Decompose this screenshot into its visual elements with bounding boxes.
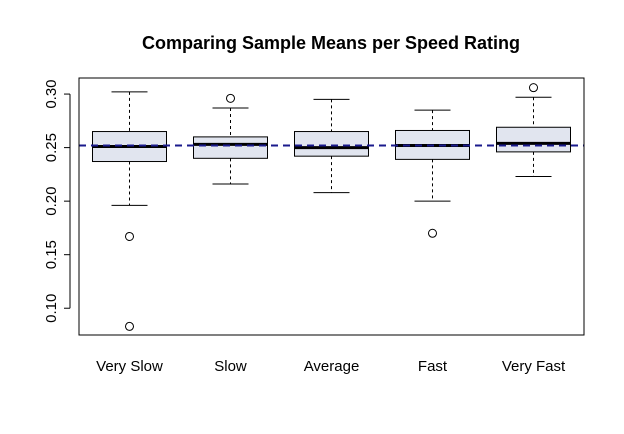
y-tick-label: 0.10 bbox=[43, 294, 60, 323]
x-category-label: Fast bbox=[418, 358, 448, 375]
y-tick-label: 0.15 bbox=[43, 240, 60, 269]
y-tick-label: 0.25 bbox=[43, 133, 60, 162]
y-tick-label: 0.30 bbox=[43, 79, 60, 108]
x-category-label: Average bbox=[304, 358, 360, 375]
x-category-label: Very Slow bbox=[96, 358, 163, 375]
iqr-box bbox=[294, 131, 369, 157]
chart-title: Comparing Sample Means per Speed Rating bbox=[142, 33, 520, 53]
outlier-point bbox=[529, 83, 538, 93]
outlier-point bbox=[428, 228, 437, 238]
x-category-label: Slow bbox=[214, 358, 247, 375]
x-category-label: Very Fast bbox=[502, 358, 566, 375]
outlier-point bbox=[226, 93, 235, 103]
y-tick-label: 0.20 bbox=[43, 187, 60, 216]
plot-area: 0.10 0.15 0.20 0.25 0.30 Very Slow Slow Average… bbox=[43, 79, 584, 375]
outlier-point bbox=[125, 321, 134, 331]
plot-frame bbox=[78, 77, 585, 336]
outlier-point bbox=[125, 231, 134, 241]
iqr-box bbox=[496, 126, 571, 153]
iqr-box bbox=[193, 136, 268, 159]
